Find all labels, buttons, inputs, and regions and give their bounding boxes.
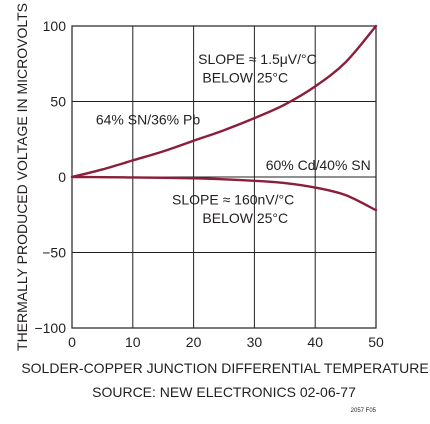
x-axis-label: SOLDER-COPPER JUNCTION DIFFERENTIAL TEMP…: [21, 360, 428, 376]
x-tick-label: 30: [247, 334, 263, 350]
x-tick-labels: 0 10 20 30 40 50: [68, 334, 384, 350]
annotations: SLOPE ≈ 1.5μV/°C BELOW 25°C SLOPE ≈ 160nV/…: [172, 51, 317, 226]
series-label-sn-pb: 64% SN/36% Pb: [96, 112, 200, 128]
y-tick-label: 100: [43, 18, 67, 34]
x-tick-label: 50: [368, 334, 384, 350]
y-tick-labels: 100 50 0 −50 −100: [34, 18, 66, 336]
x-tick-label: 10: [125, 334, 141, 350]
series-label-cd-sn: 60% Cd/40% SN: [266, 157, 371, 173]
y-tick-label: −50: [42, 245, 66, 261]
x-tick-label: 0: [68, 334, 76, 350]
series-lines: [70, 24, 378, 212]
annotation-slope2_l2: BELOW 25°C: [202, 210, 288, 226]
figure-id: 2057 F05: [351, 408, 377, 414]
source-note: SOURCE: NEW ELECTRONICS 02-06-77: [92, 384, 356, 400]
y-tick-label: 0: [58, 169, 66, 185]
series-line-1: [70, 175, 378, 212]
x-tick-label: 40: [307, 334, 323, 350]
y-tick-label: 50: [50, 94, 66, 110]
series-line-0: [70, 24, 378, 179]
x-tick-label: 20: [186, 334, 202, 350]
y-tick-label: −100: [34, 320, 66, 336]
annotation-slope1_l1: SLOPE ≈ 1.5μV/°C: [198, 51, 317, 67]
y-axis-label: THERMALLY PRODUCED VOLTAGE IN MICROVOLTS: [14, 3, 30, 351]
annotation-slope2_l1: SLOPE ≈ 160nV/°C: [172, 192, 294, 208]
annotation-slope1_l2: BELOW 25°C: [202, 69, 288, 85]
